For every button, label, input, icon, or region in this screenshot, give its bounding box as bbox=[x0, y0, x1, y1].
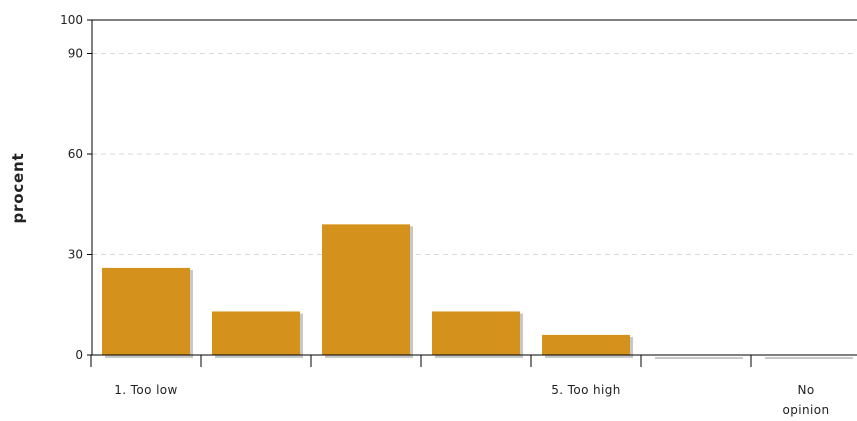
bar-shadow bbox=[655, 357, 743, 359]
y-tick-label: 30 bbox=[68, 248, 83, 262]
bar bbox=[432, 311, 520, 355]
bar bbox=[322, 224, 410, 355]
bar bbox=[102, 267, 190, 355]
axes bbox=[91, 20, 857, 356]
y-tick-label: 0 bbox=[75, 348, 83, 362]
x-tick-label: 5. Too high bbox=[551, 383, 621, 397]
y-axis-title: procent bbox=[9, 153, 27, 224]
grid-lines bbox=[92, 19, 857, 255]
bars bbox=[102, 224, 853, 359]
y-ticks: 0 30 60 90 100 bbox=[60, 13, 92, 362]
y-tick-label: 100 bbox=[60, 13, 83, 27]
bar-shadow bbox=[765, 357, 853, 359]
x-ticks: 1. Too low 5. Too high No opinion bbox=[90, 355, 830, 417]
bar bbox=[212, 311, 300, 355]
y-tick-label: 60 bbox=[68, 147, 83, 161]
y-tick-label: 90 bbox=[68, 47, 83, 61]
x-tick-label: No opinion bbox=[783, 383, 830, 417]
x-tick-label: 1. Too low bbox=[114, 383, 178, 397]
bar bbox=[542, 334, 630, 355]
